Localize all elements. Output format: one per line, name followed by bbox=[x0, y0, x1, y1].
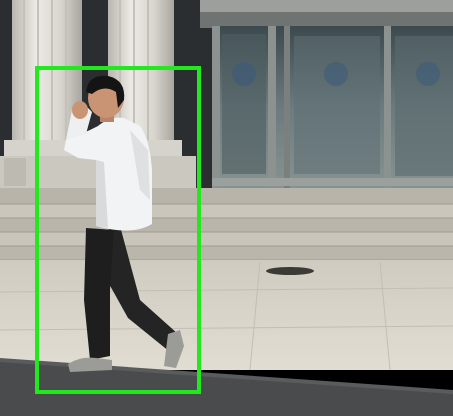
glass-doors bbox=[212, 26, 453, 190]
manhole-cover bbox=[266, 267, 314, 275]
person-detection-box bbox=[35, 66, 201, 394]
